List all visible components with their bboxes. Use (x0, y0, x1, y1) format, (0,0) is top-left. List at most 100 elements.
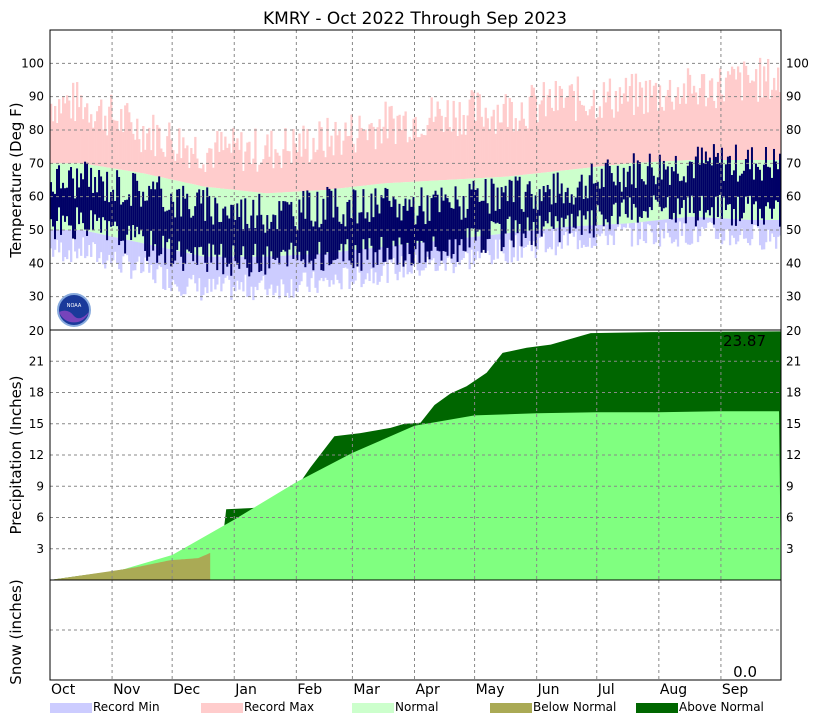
record-min-band (494, 234, 497, 240)
record-min-band (334, 252, 337, 275)
record-min-band (182, 252, 185, 295)
record-min-band (80, 230, 83, 256)
observed-temp-bar (150, 189, 153, 231)
record-max-band (434, 116, 437, 181)
observed-temp-bar (114, 200, 117, 222)
noaa-logo-text: NOAA (67, 303, 82, 309)
record-max-band (692, 85, 696, 160)
observed-temp-bar (696, 146, 699, 221)
record-min-band (524, 231, 527, 248)
record-min-band (74, 230, 77, 252)
observed-temp-bar (146, 200, 149, 261)
observed-temp-bar (58, 165, 61, 208)
observed-temp-bar (770, 177, 773, 219)
observed-temp-bar (400, 220, 403, 245)
observed-temp-bar (586, 198, 589, 212)
record-max-band (582, 105, 586, 169)
record-min-band (50, 230, 53, 249)
observed-temp-bar (654, 184, 657, 200)
temperature-tick-left: 60 (29, 190, 44, 204)
observed-temp-bar (120, 204, 123, 241)
observed-temp-bar (424, 224, 427, 263)
record-max-band (176, 153, 179, 181)
observed-temp-bar (380, 195, 383, 237)
record-max-band (576, 76, 580, 169)
observed-temp-bar (604, 162, 607, 220)
record-min-band (406, 244, 409, 275)
record-min-band (66, 230, 69, 260)
record-min-band (764, 220, 768, 243)
normal-band (368, 185, 371, 249)
record-min-band (632, 222, 636, 230)
normal-band (522, 174, 525, 232)
record-min-band (422, 242, 425, 271)
record-min-band (610, 224, 614, 236)
record-min-band (134, 241, 137, 271)
normal-band (364, 185, 367, 249)
record-max-band (610, 109, 614, 166)
observed-temp-bar (328, 188, 331, 266)
observed-temp-bar (70, 167, 73, 226)
observed-temp-bar (622, 167, 625, 200)
record-min-band (166, 248, 169, 270)
record-max-band (552, 111, 555, 172)
normal-band (424, 181, 427, 243)
record-max-band (82, 119, 85, 164)
record-min-band (308, 254, 311, 292)
normal-band (466, 178, 469, 238)
record-max-band (156, 124, 159, 177)
observed-temp-bar (550, 204, 553, 227)
record-min-band (772, 220, 776, 237)
observed-temp-bar (680, 180, 683, 208)
record-min-band (594, 225, 598, 246)
record-min-band (274, 256, 277, 293)
record-min-band (110, 236, 113, 265)
observed-temp-bar (712, 144, 715, 225)
record-max-band (256, 171, 259, 193)
normal-band (340, 188, 343, 252)
record-max-band (358, 115, 361, 187)
record-min-band (194, 254, 197, 284)
observed-temp-bar (636, 160, 639, 223)
month-label: May (476, 682, 505, 698)
normal-band (248, 191, 251, 257)
observed-temp-bar (502, 192, 505, 248)
record-max-band (698, 88, 702, 160)
record-max-band (202, 164, 205, 187)
observed-temp-bar (656, 177, 659, 202)
record-max-band (68, 100, 71, 164)
observed-temp-bar (346, 201, 349, 240)
record-max-band (142, 125, 145, 174)
record-min-band (198, 255, 201, 279)
record-min-band (56, 230, 59, 240)
record-max-band (664, 95, 668, 162)
observed-temp-bar (548, 189, 551, 213)
record-min-band (656, 220, 660, 225)
record-max-band (532, 87, 535, 174)
observed-temp-bar (288, 204, 291, 250)
record-min-band (544, 229, 547, 253)
record-max-band (184, 148, 187, 183)
record-min-band (158, 246, 161, 266)
record-min-band (238, 256, 241, 290)
observed-temp-bar (386, 188, 389, 248)
record-min-band (564, 226, 568, 232)
observed-temp-bar (272, 214, 275, 259)
record-max-band (632, 114, 636, 164)
record-max-band (262, 159, 265, 194)
observed-temp-bar (478, 201, 481, 230)
record-max-band (338, 130, 341, 189)
record-min-band (380, 247, 383, 276)
observed-temp-bar (626, 171, 629, 218)
record-min-band (374, 247, 377, 273)
record-max-band (378, 119, 381, 184)
record-min-band (206, 256, 209, 294)
observed-temp-bar (302, 190, 305, 260)
observed-temp-bar (100, 176, 103, 233)
record-min-band (288, 255, 291, 298)
record-max-band (308, 162, 311, 191)
record-max-band (150, 150, 153, 176)
record-max-band (282, 149, 285, 193)
record-min-band (88, 231, 91, 246)
